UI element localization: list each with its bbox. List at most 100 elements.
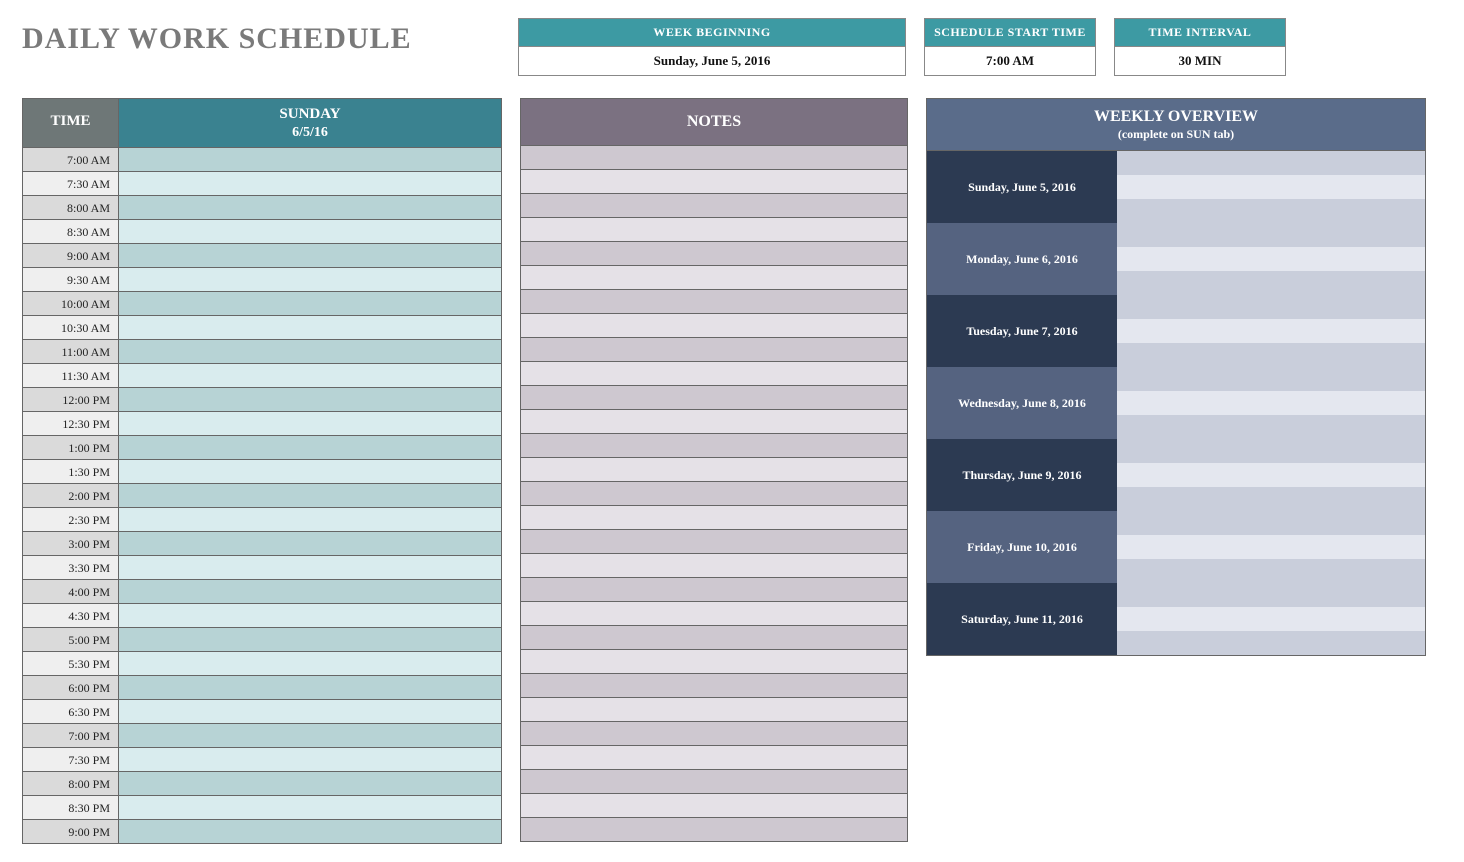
overview-cell[interactable] <box>1117 559 1425 583</box>
schedule-time-cell: 8:30 PM <box>23 796 119 820</box>
schedule-slot-cell[interactable] <box>119 580 501 604</box>
schedule-row: 9:00 AM <box>23 244 501 268</box>
overview-cell[interactable] <box>1117 415 1425 439</box>
schedule-row: 7:30 AM <box>23 172 501 196</box>
notes-row[interactable] <box>521 242 907 266</box>
notes-row[interactable] <box>521 506 907 530</box>
notes-row[interactable] <box>521 530 907 554</box>
schedule-time-cell: 8:00 AM <box>23 196 119 220</box>
notes-row[interactable] <box>521 698 907 722</box>
schedule-row: 10:00 AM <box>23 292 501 316</box>
overview-cell[interactable] <box>1117 487 1425 511</box>
schedule-slot-cell[interactable] <box>119 700 501 724</box>
notes-row[interactable] <box>521 338 907 362</box>
schedule-row: 8:00 PM <box>23 772 501 796</box>
notes-row[interactable] <box>521 290 907 314</box>
notes-row[interactable] <box>521 458 907 482</box>
schedule-row: 7:00 AM <box>23 148 501 172</box>
schedule-slot-cell[interactable] <box>119 820 501 844</box>
schedule-slot-cell[interactable] <box>119 652 501 676</box>
overview-cell[interactable] <box>1117 295 1425 319</box>
overview-cell[interactable] <box>1117 391 1425 415</box>
schedule-time-cell: 7:00 PM <box>23 724 119 748</box>
notes-row[interactable] <box>521 170 907 194</box>
schedule-slot-cell[interactable] <box>119 532 501 556</box>
notes-row[interactable] <box>521 386 907 410</box>
notes-row[interactable] <box>521 314 907 338</box>
weekly-overview-header-sub: (complete on SUN tab) <box>927 127 1425 142</box>
schedule-time-cell: 6:00 PM <box>23 676 119 700</box>
overview-cell[interactable] <box>1117 439 1425 463</box>
schedule-slot-cell[interactable] <box>119 508 501 532</box>
schedule-time-cell: 9:00 PM <box>23 820 119 844</box>
schedule-slot-cell[interactable] <box>119 220 501 244</box>
overview-cell[interactable] <box>1117 271 1425 295</box>
schedule-slot-cell[interactable] <box>119 148 501 172</box>
overview-cell[interactable] <box>1117 319 1425 343</box>
schedule-time-cell: 11:00 AM <box>23 340 119 364</box>
notes-row[interactable] <box>521 362 907 386</box>
schedule-slot-cell[interactable] <box>119 172 501 196</box>
overview-cell[interactable] <box>1117 535 1425 559</box>
notes-row[interactable] <box>521 794 907 818</box>
schedule-slot-cell[interactable] <box>119 340 501 364</box>
notes-row[interactable] <box>521 146 907 170</box>
notes-row[interactable] <box>521 482 907 506</box>
notes-row[interactable] <box>521 410 907 434</box>
schedule-slot-cell[interactable] <box>119 316 501 340</box>
notes-row[interactable] <box>521 650 907 674</box>
overview-cell[interactable] <box>1117 607 1425 631</box>
info-label-start-time: SCHEDULE START TIME <box>925 19 1095 47</box>
schedule-slot-cell[interactable] <box>119 268 501 292</box>
notes-row[interactable] <box>521 218 907 242</box>
overview-cell[interactable] <box>1117 199 1425 223</box>
overview-cell[interactable] <box>1117 463 1425 487</box>
overview-day-label: Saturday, June 11, 2016 <box>927 583 1117 655</box>
notes-row[interactable] <box>521 674 907 698</box>
schedule-slot-cell[interactable] <box>119 244 501 268</box>
schedule-slot-cell[interactable] <box>119 772 501 796</box>
schedule-slot-cell[interactable] <box>119 628 501 652</box>
notes-row[interactable] <box>521 194 907 218</box>
notes-row[interactable] <box>521 266 907 290</box>
notes-row[interactable] <box>521 602 907 626</box>
overview-cell[interactable] <box>1117 223 1425 247</box>
schedule-row: 6:00 PM <box>23 676 501 700</box>
overview-cell[interactable] <box>1117 583 1425 607</box>
schedule-slot-cell[interactable] <box>119 388 501 412</box>
schedule-time-cell: 7:00 AM <box>23 148 119 172</box>
schedule-slot-cell[interactable] <box>119 412 501 436</box>
schedule-slot-cell[interactable] <box>119 436 501 460</box>
info-value-week-beginning: Sunday, June 5, 2016 <box>519 47 905 75</box>
overview-cell[interactable] <box>1117 343 1425 367</box>
schedule-time-cell: 7:30 AM <box>23 172 119 196</box>
overview-cell[interactable] <box>1117 175 1425 199</box>
schedule-time-cell: 10:30 AM <box>23 316 119 340</box>
schedule-slot-cell[interactable] <box>119 748 501 772</box>
schedule-slot-cell[interactable] <box>119 556 501 580</box>
notes-row[interactable] <box>521 578 907 602</box>
notes-row[interactable] <box>521 746 907 770</box>
notes-row[interactable] <box>521 818 907 842</box>
schedule-slot-cell[interactable] <box>119 676 501 700</box>
schedule-slot-cell[interactable] <box>119 364 501 388</box>
schedule-slot-cell[interactable] <box>119 484 501 508</box>
schedule-slot-cell[interactable] <box>119 292 501 316</box>
schedule-slot-cell[interactable] <box>119 196 501 220</box>
notes-row[interactable] <box>521 770 907 794</box>
schedule-header-day: SUNDAY 6/5/16 <box>119 99 501 148</box>
notes-row[interactable] <box>521 554 907 578</box>
overview-cell[interactable] <box>1117 511 1425 535</box>
overview-cell[interactable] <box>1117 367 1425 391</box>
overview-cell[interactable] <box>1117 151 1425 175</box>
notes-row[interactable] <box>521 626 907 650</box>
overview-cell[interactable] <box>1117 247 1425 271</box>
schedule-slot-cell[interactable] <box>119 796 501 820</box>
schedule-slot-cell[interactable] <box>119 724 501 748</box>
schedule-slot-cell[interactable] <box>119 604 501 628</box>
overview-cell[interactable] <box>1117 631 1425 655</box>
schedule-slot-cell[interactable] <box>119 460 501 484</box>
weekly-overview-table: WEEKLY OVERVIEW (complete on SUN tab) Su… <box>926 98 1426 656</box>
notes-row[interactable] <box>521 434 907 458</box>
notes-row[interactable] <box>521 722 907 746</box>
